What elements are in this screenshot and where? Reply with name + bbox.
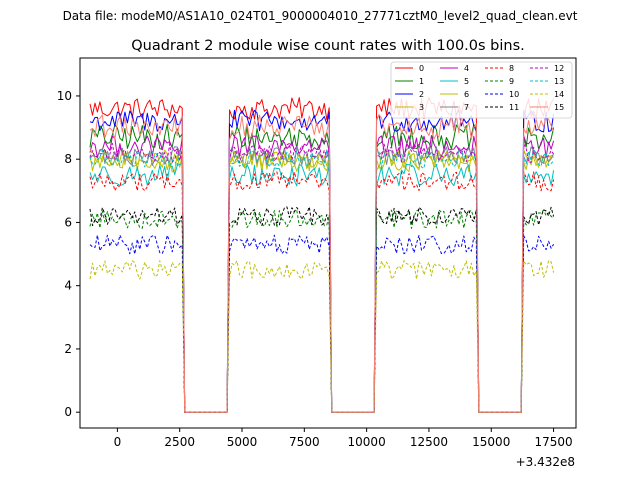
series-line-8 [89, 171, 555, 413]
legend-label: 1 [419, 77, 424, 86]
series-layer [89, 97, 555, 413]
y-tick-label: 4 [64, 279, 72, 293]
plot-frame [79, 57, 577, 429]
series-line-12 [89, 142, 555, 413]
x-tick-label: 10000 [348, 435, 386, 449]
series-line-13 [89, 149, 554, 413]
legend-label: 5 [464, 77, 469, 86]
legend-label: 6 [464, 90, 469, 99]
legend-label: 4 [464, 64, 469, 73]
x-tick-label: 2500 [164, 435, 195, 449]
x-offset-label: +3.432e8 [516, 455, 575, 469]
x-axis: 0 2500 5000 7500 10000 12500 15000 17500 [114, 428, 573, 449]
series-line-14 [89, 260, 555, 413]
y-axis: 0 2 4 6 8 10 [57, 89, 80, 419]
legend-label: 2 [419, 90, 424, 99]
y-tick-label: 2 [64, 342, 72, 356]
legend-label: 0 [419, 64, 424, 73]
y-tick-label: 8 [64, 152, 72, 166]
legend-box [390, 61, 573, 119]
x-tick-label: 5000 [227, 435, 258, 449]
y-tick-label: 10 [57, 89, 72, 103]
series-line-11 [89, 206, 555, 413]
series-line-9 [89, 209, 554, 413]
x-tick-label: 15000 [472, 435, 510, 449]
legend-label: 14 [554, 90, 564, 99]
figure-suptitle: Data file: modeM0/AS1A10_024T01_90000040… [63, 9, 578, 23]
legend-label: 9 [509, 77, 514, 86]
legend-label: 10 [509, 90, 519, 99]
y-tick-label: 0 [64, 405, 72, 419]
x-tick-label: 0 [114, 435, 122, 449]
legend-label: 11 [509, 103, 519, 112]
y-tick-label: 6 [64, 215, 72, 229]
legend-label: 8 [509, 64, 514, 73]
x-tick-label: 12500 [410, 435, 448, 449]
legend-label: 7 [464, 103, 469, 112]
legend-label: 12 [554, 64, 564, 73]
x-tick-label: 7500 [289, 435, 320, 449]
legend-label: 3 [419, 103, 424, 112]
legend-label: 15 [554, 103, 564, 112]
x-tick-label: 17500 [534, 435, 572, 449]
series-line-15 [89, 114, 555, 413]
axes: 0 2500 5000 7500 10000 12500 15000 17500 0 2 4 6 8 1… [57, 57, 577, 469]
chart-title: Quadrant 2 module wise count rates with … [131, 38, 525, 54]
legend-label: 13 [554, 77, 564, 86]
